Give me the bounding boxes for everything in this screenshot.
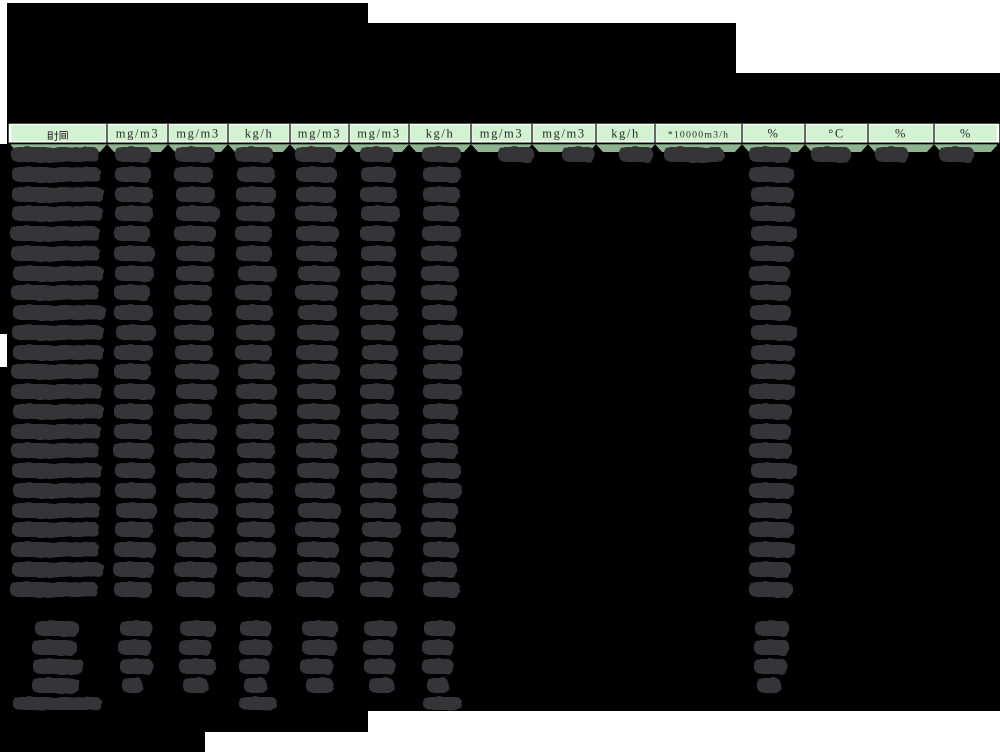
svg-text:mg/m3: mg/m3: [116, 127, 159, 141]
svg-text:*10000m3/h: *10000m3/h: [668, 130, 730, 141]
svg-text:°C: °C: [828, 127, 845, 141]
svg-text:mg/m3: mg/m3: [542, 127, 585, 141]
svg-text:mg/m3: mg/m3: [480, 127, 523, 141]
svg-text:%: %: [767, 127, 779, 141]
svg-text:%: %: [895, 127, 907, 141]
svg-text:kg/h: kg/h: [611, 127, 640, 141]
svg-text:mg/m3: mg/m3: [298, 127, 341, 141]
svg-text:mg/m3: mg/m3: [176, 127, 219, 141]
svg-text:%: %: [960, 127, 972, 141]
svg-text:kg/h: kg/h: [426, 127, 455, 141]
svg-text:kg/h: kg/h: [245, 127, 274, 141]
svg-text:mg/m3: mg/m3: [357, 127, 400, 141]
